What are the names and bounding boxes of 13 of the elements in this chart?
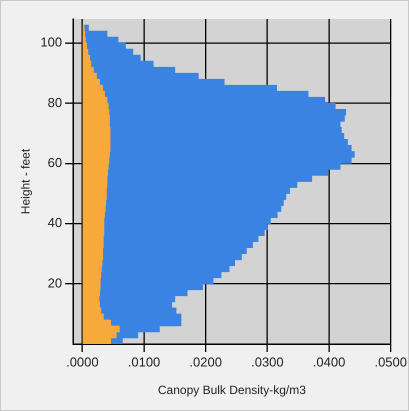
x-tick-label: .0200 [189, 354, 222, 370]
y-tick-label: 80 [48, 94, 62, 110]
y-tick-label: 100 [40, 34, 62, 50]
y-tick-label: 20 [48, 275, 62, 290]
y-tick-label: 40 [48, 215, 62, 230]
x-tick-label: .0500 [374, 354, 408, 370]
y-tick-label: 60 [48, 155, 62, 170]
y-axis-title: Height - feet [18, 148, 33, 214]
x-tick-label: .0100 [128, 354, 160, 370]
x-axis-title: Canopy Bulk Density-kg/m3 [158, 383, 306, 398]
x-tick-label: .0300 [251, 354, 284, 370]
x-tick-label: .0000 [66, 354, 99, 370]
x-tick-label: .0400 [312, 354, 346, 370]
